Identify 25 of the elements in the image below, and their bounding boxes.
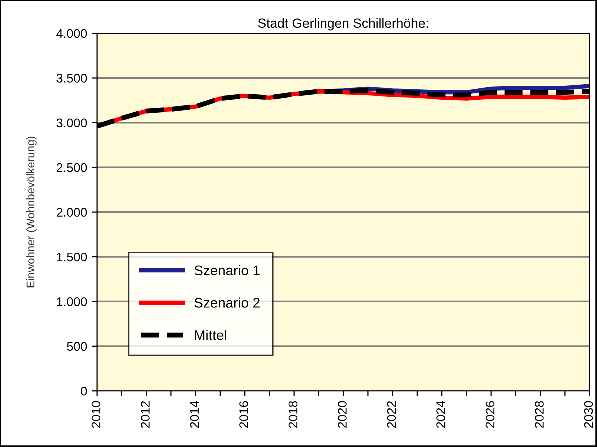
y-tick-label: 2.500 [56,163,88,172]
y-tick-label: 4.000 [56,29,88,38]
x-tick-label: 2018 [288,401,298,428]
chart-title: Stadt Gerlingen Schillerhöhe: [258,18,428,31]
x-tick-label: 2030 [584,401,594,428]
x-tick-label: 2012 [141,401,150,428]
x-tick-label: 2028 [535,401,544,428]
x-tick-label: 2016 [240,401,248,428]
x-tick-label: 2010 [92,401,101,428]
x-tick-label: 2026 [486,401,495,428]
legend-label: Szenario 2 [194,298,260,308]
x-tick-label: 2014 [190,401,200,428]
x-tick-label: 2020 [338,401,347,428]
y-tick-label: 1.000 [57,298,88,306]
legend-label: Szenario 1 [194,265,260,276]
y-tick-label: 0 [81,386,88,396]
legend-label: Mittel [195,330,226,340]
y-tick-label: 3.000 [56,118,88,128]
x-tick-label: 2022 [387,401,396,428]
x-tick-label: 2024 [436,401,446,428]
y-axis-title: Einwohner (Wohnbevölkerung) [26,136,37,288]
y-tick-label: 1.500 [57,252,88,262]
y-tick-label: 500 [67,342,88,352]
y-tick-label: 2.000 [56,208,88,217]
y-tick-label: 3.500 [56,74,88,83]
